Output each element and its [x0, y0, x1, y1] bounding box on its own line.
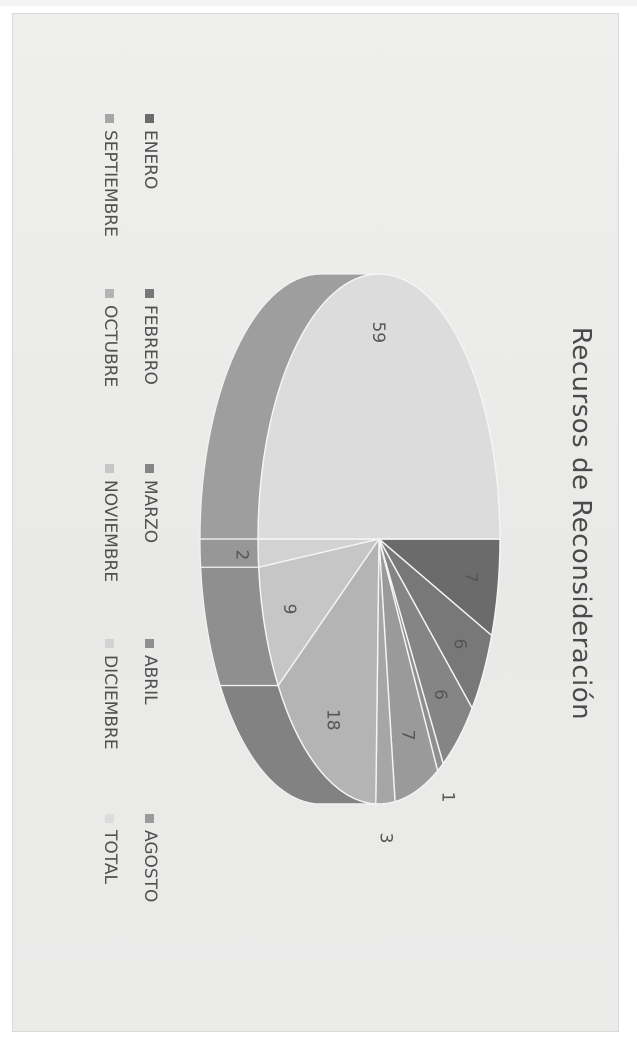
legend-row: ENERO FEBRERO MARZO ABRIL AGOSTO — [130, 114, 170, 1014]
slice-value-label-marzo: 6 — [430, 689, 450, 700]
legend-label: MARZO — [140, 480, 160, 544]
legend-item-febrero: FEBRERO — [140, 289, 160, 464]
slice-value-label-febrero: 6 — [449, 638, 469, 649]
chart-legend: ENERO FEBRERO MARZO ABRIL AGOSTO SEPTIEMBRE OC… — [90, 114, 170, 1014]
rotated-chart-canvas: Recursos de Reconsideración 7 6 6 1 7 3 18 9 2 59… — [13, 14, 620, 1033]
legend-label: SEPTIEMBRE — [100, 130, 120, 237]
legend-label: OCTUBRE — [100, 305, 120, 388]
legend-label: DICIEMBRE — [100, 655, 120, 750]
slice-value-label-octubre: 18 — [322, 709, 342, 731]
legend-swatch-total — [105, 814, 115, 823]
legend-label: NOVIEMBRE — [100, 480, 120, 583]
slice-value-label-diciembre: 2 — [232, 549, 252, 560]
pie-chart: 7 6 6 1 7 3 18 9 2 59 — [199, 273, 501, 843]
legend-label: ENERO — [140, 130, 160, 190]
pie-slice-noviembre — [257, 537, 381, 688]
chart-frame: Recursos de Reconsideración 7 6 6 1 7 3 18 9 2 59… — [12, 13, 619, 1032]
legend-swatch-agosto — [145, 814, 155, 823]
slice-value-label-agosto: 7 — [398, 730, 418, 741]
legend-swatch-marzo — [145, 464, 155, 473]
legend-item-enero: ENERO — [140, 114, 160, 289]
legend-item-octubre: OCTUBRE — [100, 289, 120, 464]
legend-label: FEBRERO — [140, 305, 160, 385]
pie-value-labels: 7 6 6 1 7 3 18 9 2 59 — [232, 321, 481, 843]
pie-slice-total — [257, 273, 501, 540]
legend-swatch-enero — [145, 114, 155, 123]
legend-item-abril: ABRIL — [140, 639, 160, 814]
slice-value-label-enero: 7 — [461, 572, 481, 583]
legend-item-noviembre: NOVIEMBRE — [100, 464, 120, 639]
legend-item-total: TOTAL — [100, 814, 120, 989]
legend-swatch-diciembre — [105, 639, 115, 648]
pie-slices — [257, 273, 501, 805]
scan-edge — [0, 0, 637, 6]
legend-item-marzo: MARZO — [140, 464, 160, 639]
pie-slice-octubre — [277, 536, 380, 805]
legend-item-septiembre: SEPTIEMBRE — [100, 114, 120, 289]
legend-swatch-septiembre — [105, 114, 115, 123]
slice-value-label-total: 59 — [368, 321, 388, 343]
legend-item-diciembre: DICIEMBRE — [100, 639, 120, 814]
legend-label: ABRIL — [140, 655, 160, 705]
legend-swatch-abril — [145, 639, 155, 648]
slice-value-label-noviembre: 9 — [279, 604, 299, 615]
legend-label: TOTAL — [100, 830, 120, 884]
legend-swatch-octubre — [105, 289, 115, 298]
legend-item-agosto: AGOSTO — [140, 814, 160, 989]
legend-row: SEPTIEMBRE OCTUBRE NOVIEMBRE DICIEMBRE TOTAL — [90, 114, 130, 1014]
slice-value-label-abril: 1 — [437, 792, 457, 803]
legend-label: AGOSTO — [140, 830, 160, 903]
legend-swatch-febrero — [145, 289, 155, 298]
slice-value-label-septiembre: 3 — [375, 833, 395, 844]
legend-swatch-noviembre — [105, 464, 115, 473]
